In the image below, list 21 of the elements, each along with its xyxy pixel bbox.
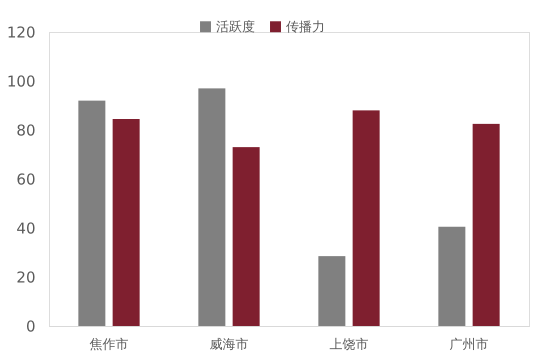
- bar: [438, 226, 466, 326]
- bar: [352, 110, 380, 326]
- bar: [232, 147, 260, 326]
- bar: [198, 88, 226, 326]
- bar: [472, 124, 500, 326]
- y-tick-label: 80: [16, 122, 36, 140]
- bar: [78, 100, 106, 326]
- y-tick-label: 20: [16, 268, 36, 286]
- bar: [318, 256, 346, 326]
- x-tick-label: 上饶市: [330, 338, 368, 352]
- x-tick-label: 焦作市: [90, 338, 128, 352]
- y-tick-label: 60: [16, 170, 36, 188]
- y-tick-label: 0: [26, 318, 36, 336]
- y-tick-label: 120: [6, 24, 36, 42]
- legend-label: 活跃度: [216, 18, 255, 35]
- x-tick-label: 威海市: [210, 338, 248, 352]
- y-tick-label: 40: [16, 220, 36, 238]
- x-tick-label: 广州市: [450, 338, 488, 352]
- legend-label: 传播力: [286, 20, 325, 35]
- y-tick-label: 100: [6, 72, 36, 90]
- bar: [112, 118, 140, 326]
